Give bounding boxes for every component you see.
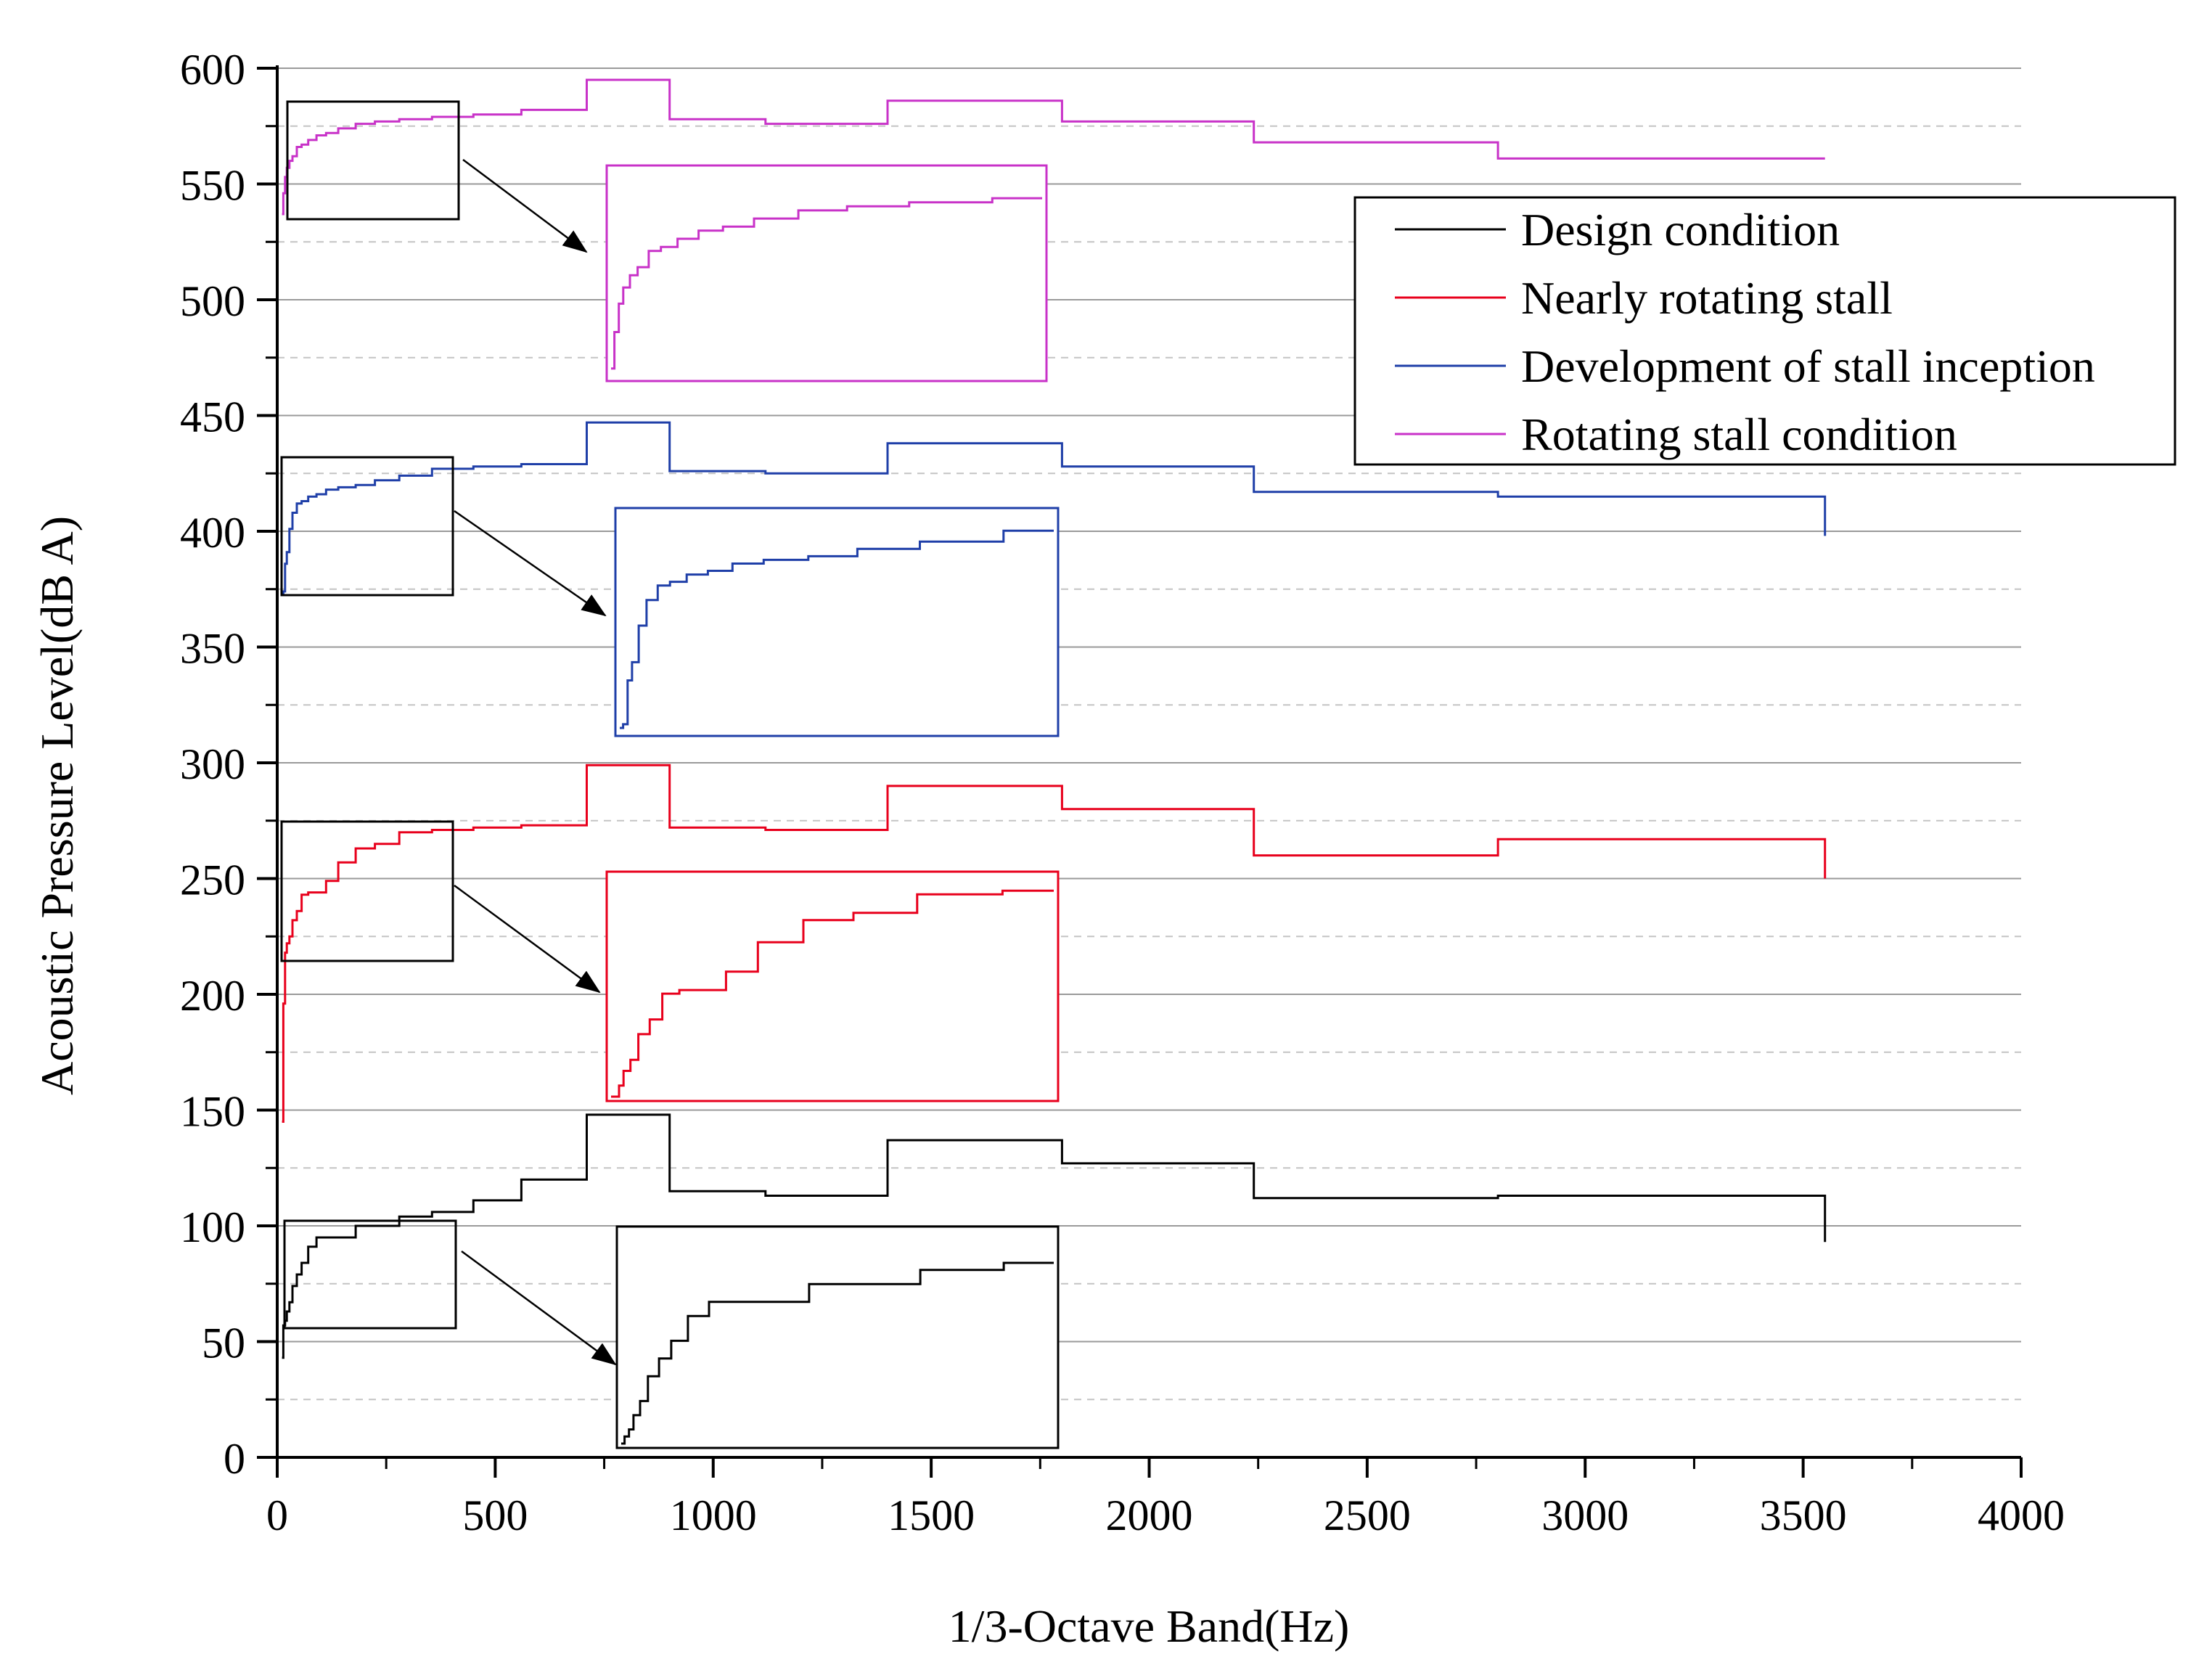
series-line-2 <box>282 421 1827 595</box>
zoom-inset-curve-3 <box>611 197 1042 370</box>
zoom-inset-box-0 <box>615 1225 1060 1449</box>
zoom-arrow-2 <box>454 509 607 617</box>
x-tick-label: 2500 <box>1324 1491 1411 1539</box>
x-tick-label: 4000 <box>1978 1491 2065 1539</box>
zoom-source-box-0 <box>283 1219 457 1330</box>
grid-layer <box>277 67 2021 1401</box>
legend-label-1: Nearly rotating stall <box>1521 272 1893 324</box>
axis-layer: 0 50 100 150 200 250 300 350 400 450 500 550 600 0 500… <box>180 46 2065 1539</box>
x-tick-label: 1000 <box>670 1491 757 1539</box>
zoom-inset-curve-0 <box>621 1261 1054 1445</box>
zoom-inset-box-2 <box>614 507 1060 737</box>
zoom-arrow-1 <box>454 884 601 994</box>
y-tick-label: 250 <box>180 856 245 904</box>
zoom-inset-box-1 <box>605 870 1060 1102</box>
y-tick-label: 600 <box>180 46 245 94</box>
legend-layer: Design condition Nearly rotating stall Dev… <box>1353 196 2176 466</box>
x-tick-label: 3500 <box>1760 1491 1847 1539</box>
x-tick-label: 0 <box>266 1491 288 1539</box>
y-tick-label: 200 <box>180 972 245 1020</box>
y-tick-label: 0 <box>224 1435 245 1483</box>
series-line-3 <box>282 78 1825 216</box>
legend-box <box>1353 196 2176 466</box>
zoom-source-box-1 <box>280 820 454 962</box>
legend-label-2: Development of stall inception <box>1521 340 2095 392</box>
x-tick-label: 500 <box>462 1491 528 1539</box>
x-axis-title: 1/3-Octave Band(Hz) <box>949 1600 1350 1652</box>
y-tick-label: 400 <box>180 509 245 557</box>
zoom-arrow-3 <box>462 158 588 253</box>
zoom-source-box-3 <box>286 100 460 221</box>
zoom-inset-curve-1 <box>611 889 1054 1098</box>
zoom-inset-box-3 <box>605 164 1048 382</box>
y-tick-label: 150 <box>180 1088 245 1136</box>
y-tick-label: 350 <box>180 625 245 673</box>
zoom-arrow-0 <box>461 1250 617 1366</box>
x-tick-label: 1500 <box>888 1491 975 1539</box>
zoom-source-box-2 <box>280 456 454 597</box>
series-layer <box>282 78 1827 1359</box>
series-line-1 <box>282 764 1827 1123</box>
y-axis-title: Acoustic Pressure Level(dB A) <box>31 516 83 1095</box>
y-tick-label: 500 <box>180 277 245 325</box>
legend-label-0: Design condition <box>1521 204 1840 255</box>
x-tick-label: 2000 <box>1106 1491 1193 1539</box>
zoom-inset-curve-2 <box>620 529 1054 729</box>
y-tick-label: 550 <box>180 162 245 210</box>
y-tick-label: 300 <box>180 740 245 788</box>
series-line-0 <box>282 1113 1827 1359</box>
x-tick-label: 3000 <box>1541 1491 1629 1539</box>
y-tick-label: 100 <box>180 1203 245 1251</box>
y-tick-label: 450 <box>180 393 245 441</box>
inset-layer <box>280 100 1060 1449</box>
legend-label-3: Rotating stall condition <box>1521 409 1957 460</box>
y-tick-label: 50 <box>202 1319 245 1367</box>
